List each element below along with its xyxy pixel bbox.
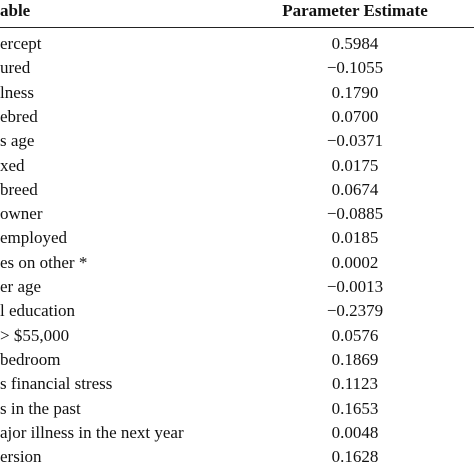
parameter-estimate: 0.0700	[331, 106, 379, 126]
variable-name: employed	[0, 228, 68, 248]
parameter-estimate: 0.0002	[331, 252, 379, 272]
header-variable: able	[0, 1, 31, 20]
variable-name: lness	[0, 82, 34, 102]
variable-name: ercept	[0, 34, 42, 53]
parameter-estimate: 0.1653	[331, 398, 379, 418]
variable-name: s in the past	[0, 398, 81, 418]
parameter-estimate: 0.0185	[331, 228, 379, 248]
parameter-estimate: 0.1869	[331, 349, 379, 369]
parameter-estimate: −0.0013	[326, 277, 384, 296]
variable-name: ebred	[0, 106, 38, 126]
parameter-estimate: 0.0048	[331, 422, 379, 442]
variable-name: bedroom	[0, 349, 61, 369]
header-rule	[0, 27, 474, 28]
variable-name: es on other *	[0, 252, 88, 272]
parameter-estimate: −0.2379	[326, 301, 384, 321]
variable-name: ured	[0, 58, 31, 78]
variable-name: > $55,000	[0, 325, 70, 345]
variable-name: s age	[0, 131, 35, 151]
parameter-estimate: 0.0674	[331, 179, 379, 199]
parameter-estimate: 0.0175	[331, 155, 379, 175]
variable-name: ersion	[0, 447, 42, 467]
parameter-estimate: 0.0576	[331, 325, 379, 345]
parameter-estimate: 0.1123	[331, 374, 379, 394]
variable-name: l education	[0, 301, 76, 321]
variable-name: ajor illness in the next year	[0, 422, 184, 442]
variable-name: er age	[0, 277, 42, 296]
variable-name: xed	[0, 155, 25, 175]
parameter-estimate: −0.0885	[326, 204, 384, 224]
parameter-estimate: 0.1628	[331, 447, 379, 467]
variable-name: owner	[0, 204, 43, 224]
parameter-estimate: 0.1790	[331, 82, 379, 102]
header-estimate: Parameter Estimate	[282, 1, 428, 20]
parameter-estimate: 0.5984	[331, 34, 379, 53]
variable-name: breed	[0, 179, 38, 199]
parameter-estimate: −0.0371	[326, 131, 384, 151]
parameter-estimate: −0.1055	[326, 58, 384, 78]
variable-name: s financial stress	[0, 374, 113, 394]
